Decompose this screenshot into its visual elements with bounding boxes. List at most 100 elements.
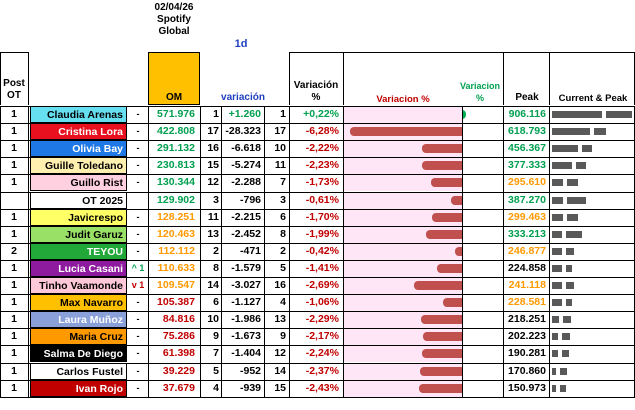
variation-pct-positive-bar-cell xyxy=(462,174,502,191)
artist-name-cell: OT 2025 xyxy=(30,191,127,209)
om-streams-cell: 128.251 xyxy=(157,210,195,223)
table-row: 1 Carlos Fustel - 39.229 5 -952 14 -2,37% 170.86… xyxy=(0,362,635,380)
ot-label: OT xyxy=(7,90,21,101)
post-ot-cell: 2 xyxy=(11,244,17,257)
variation-cell: -1.404 xyxy=(231,347,261,360)
variation-pct-positive-bar-cell xyxy=(462,380,502,397)
peak-cell: 456.367 xyxy=(508,142,546,155)
variation-cell: -1.986 xyxy=(231,313,261,326)
current-peak-bar-cell xyxy=(550,157,634,174)
position-change-cell: - xyxy=(136,348,140,359)
current-peak-bar-cell xyxy=(550,106,634,123)
variacion-pct-header: Variación % xyxy=(290,80,342,104)
variation-pct-bar-cell xyxy=(344,294,462,312)
variation-rank-cell: 9 xyxy=(213,330,219,343)
current-peak-bar-cell xyxy=(550,123,634,140)
variation-cell: -2.215 xyxy=(231,210,261,223)
peak-bar xyxy=(567,179,579,187)
variation-pct-positive-bar-cell xyxy=(462,311,502,328)
table-row: 1 Lucia Casani ^ 1 110.633 8 -1.579 5 -1,41% 224… xyxy=(0,259,635,277)
post-ot-cell: 1 xyxy=(11,296,17,309)
variation-pct-bar-negative xyxy=(422,349,462,359)
post-ot-cell: 1 xyxy=(11,108,17,120)
current-peak-bar-cell xyxy=(550,294,634,311)
peak-bar xyxy=(593,128,607,136)
variation-rank-cell: 10 xyxy=(207,313,219,326)
artist-name-cell: TEYOU xyxy=(30,242,127,260)
peak-cell: 295.610 xyxy=(508,176,546,189)
post-ot-cell xyxy=(0,192,28,209)
post-ot-header: Post OT xyxy=(0,78,28,102)
position-change-cell: - xyxy=(136,382,140,393)
variation-pct-cell: -0,61% xyxy=(305,193,339,206)
om-streams-cell: 291.132 xyxy=(157,142,195,155)
artist-name-cell: Maria Cruz xyxy=(30,328,127,346)
position-change-cell: v 1 xyxy=(131,280,145,290)
variation-rank-cell: 11 xyxy=(207,210,219,223)
variation-pct-bar-cell xyxy=(344,106,462,123)
table-row: 2 TEYOU - 112.112 2 -471 2 -0,42% 246.877 xyxy=(0,242,635,260)
table-row: 1 Guille Toledano - 230.813 15 -5.274 11 -2,23%… xyxy=(0,157,635,175)
variation-pct-bar-cell xyxy=(344,362,462,380)
variation-cell: -28.323 xyxy=(225,125,261,138)
current-peak-bar-cell xyxy=(550,311,634,328)
variation-pct-rank-cell: 3 xyxy=(280,193,286,206)
variation-pct-positive-bar-cell xyxy=(462,123,502,140)
source-label-2: Global xyxy=(158,26,190,37)
peak-cell: 618.793 xyxy=(508,125,546,138)
variation-pct-positive-bar-cell xyxy=(462,345,502,362)
table-row: 1 Claudia Arenas - 571.976 1 +1.260 1 +0,22% 906… xyxy=(0,106,635,123)
om-streams-cell: 110.633 xyxy=(157,261,195,274)
peak-cell: 218.251 xyxy=(508,313,546,326)
peak-bar xyxy=(561,350,569,358)
current-peak-bar-cell xyxy=(550,260,634,277)
variation-cell: -471 xyxy=(239,244,261,257)
artist-name-cell: Lucia Casani xyxy=(30,259,127,277)
variation-pct-cell: -1,99% xyxy=(305,227,339,240)
peak-bar xyxy=(566,230,582,238)
variation-pct-positive-bar-cell xyxy=(462,157,502,174)
artist-name-cell: Guille Toledano xyxy=(30,157,127,175)
post-ot-cell: 1 xyxy=(11,142,17,155)
variation-pct-cell: -2,43% xyxy=(305,381,339,394)
variation-rank-cell: 14 xyxy=(207,279,219,291)
variacion2-label-2: % xyxy=(475,93,484,103)
variation-pct-bar-negative xyxy=(451,195,462,205)
variation-pct-cell: -1,41% xyxy=(305,261,339,274)
table-row: 1 Salma De Diego - 61.398 7 -1.404 12 -2,24% 190… xyxy=(0,345,635,363)
variation-pct-bar-cell xyxy=(344,277,462,294)
om-streams-cell: 105.387 xyxy=(157,296,195,309)
variation-pct-positive-bar-cell xyxy=(462,294,502,311)
peak-cell: 377.333 xyxy=(508,159,546,172)
variation-cell: -2.288 xyxy=(231,176,261,189)
table-row: 1 Max Navarro - 105.387 6 -1.127 4 -1,06% 228.58… xyxy=(0,294,635,312)
current-peak-bar-cell xyxy=(550,277,634,294)
peak-cell: 246.877 xyxy=(508,244,546,257)
post-ot-cell: 1 xyxy=(11,261,17,274)
variation-pct-bar-negative xyxy=(422,144,462,154)
variation-rank-cell: 17 xyxy=(207,125,219,138)
peak-bar xyxy=(565,247,574,255)
variacion2-label-1: Variacion xyxy=(459,81,501,91)
variation-cell: -1.673 xyxy=(231,330,261,343)
variation-rank-cell: 7 xyxy=(213,347,219,360)
variation-rank-cell: 4 xyxy=(213,381,219,394)
om-streams-cell: 109.547 xyxy=(157,279,195,291)
variation-cell: -1.579 xyxy=(231,261,261,274)
variation-pct-rank-cell: 11 xyxy=(274,159,286,172)
post-ot-cell: 1 xyxy=(11,347,17,360)
variation-pct-rank-cell: 9 xyxy=(280,330,286,343)
variation-pct-bar-negative xyxy=(419,366,462,376)
variation-pct-bar-cell xyxy=(344,379,462,397)
current-bar xyxy=(552,282,562,289)
artist-name-cell: Tinho Vaamonde xyxy=(30,277,127,294)
current-peak-bar-cell xyxy=(550,174,634,191)
date-header: 02/04/26 Spotify Global xyxy=(148,2,200,38)
variation-pct-rank-cell: 10 xyxy=(274,142,286,155)
table-row: 1 Cristina Lora - 422.808 17 -28.323 17 -6,28% 6… xyxy=(0,123,635,141)
variation-rank-cell: 16 xyxy=(207,142,219,155)
table-row: 1 Laura Muñoz - 84.816 10 -1.986 13 -2,29% 218.2… xyxy=(0,311,635,329)
current-bar xyxy=(552,264,562,272)
variation-pct-rank-cell: 2 xyxy=(280,244,286,257)
current-bar xyxy=(552,350,558,358)
